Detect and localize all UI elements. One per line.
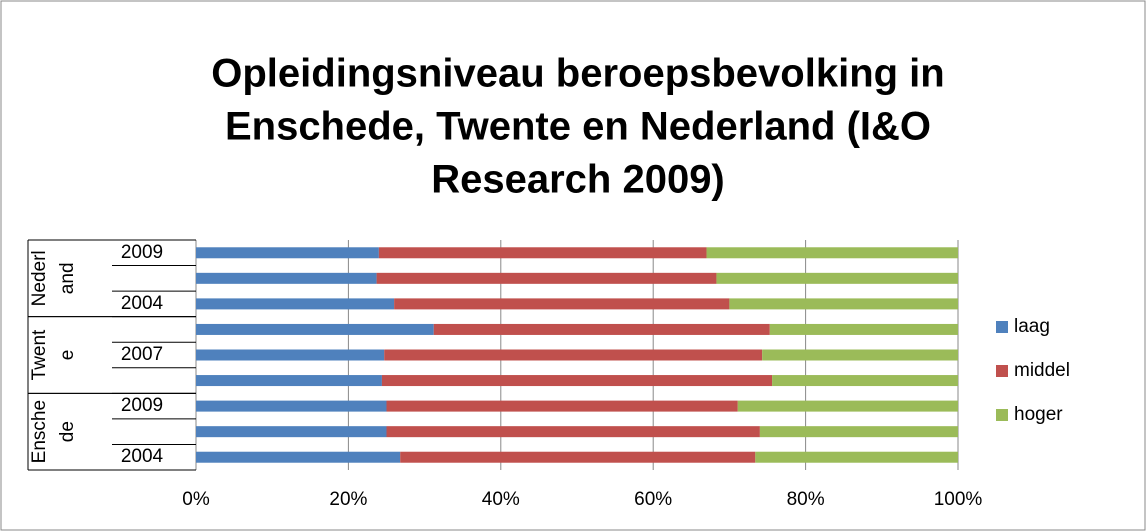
bar-segment (196, 375, 382, 387)
bar-segment (394, 298, 730, 310)
legend-label: laag (1014, 316, 1050, 337)
y-tick-label: 2007 (121, 344, 163, 365)
legend-swatch (996, 409, 1008, 421)
chart-title: Opleidingsniveau beroepsbevolking in (211, 52, 944, 96)
x-tick-label: 40% (482, 489, 520, 510)
bar-segment (706, 247, 958, 259)
x-tick-label: 100% (934, 489, 983, 510)
bar-segment (196, 426, 387, 438)
bar-segment (386, 426, 760, 438)
y-tick-label: 2009 (121, 242, 163, 263)
group-label: Ensche (29, 400, 50, 463)
bar-segment (755, 451, 958, 463)
bar-segment (196, 349, 385, 361)
y-tick-label: 2009 (121, 395, 163, 416)
group-label: de (57, 421, 78, 442)
bar-segment (381, 375, 773, 387)
x-tick-label: 0% (182, 489, 210, 510)
bar-segment (196, 451, 401, 463)
chart-title: Enschede, Twente en Nederland (I&O (225, 105, 931, 149)
bar-segment (196, 298, 395, 310)
bar-segment (716, 272, 958, 284)
bar-segment (737, 400, 958, 412)
legend-label: hoger (1014, 404, 1063, 425)
bar-segment (196, 323, 434, 335)
bar-segment (386, 400, 738, 412)
bar-segment (772, 375, 958, 387)
bar-segment (762, 349, 958, 361)
bar-segment (759, 426, 958, 438)
x-tick-label: 80% (787, 489, 825, 510)
group-label: e (57, 350, 78, 361)
x-tick-label: 20% (329, 489, 367, 510)
bar-segment (378, 247, 707, 259)
bar-segment (196, 247, 379, 259)
x-tick-label: 60% (634, 489, 672, 510)
group-label: Nederl (29, 250, 50, 306)
y-tick-label: 2004 (121, 293, 164, 314)
bar-segment (196, 272, 377, 284)
legend-swatch (996, 365, 1008, 377)
bar-segment (400, 451, 756, 463)
bar-segment (196, 400, 387, 412)
chart-title: Research 2009) (431, 158, 725, 202)
group-label: and (57, 262, 78, 294)
bar-segment (433, 323, 770, 335)
y-tick-label: 2004 (121, 446, 164, 467)
bar-segment (729, 298, 958, 310)
legend-swatch (996, 321, 1008, 333)
bar-segment (376, 272, 717, 284)
bar-segment (769, 323, 958, 335)
group-label: Twent (29, 329, 50, 380)
legend-label: middel (1014, 360, 1070, 381)
bar-segment (384, 349, 763, 361)
